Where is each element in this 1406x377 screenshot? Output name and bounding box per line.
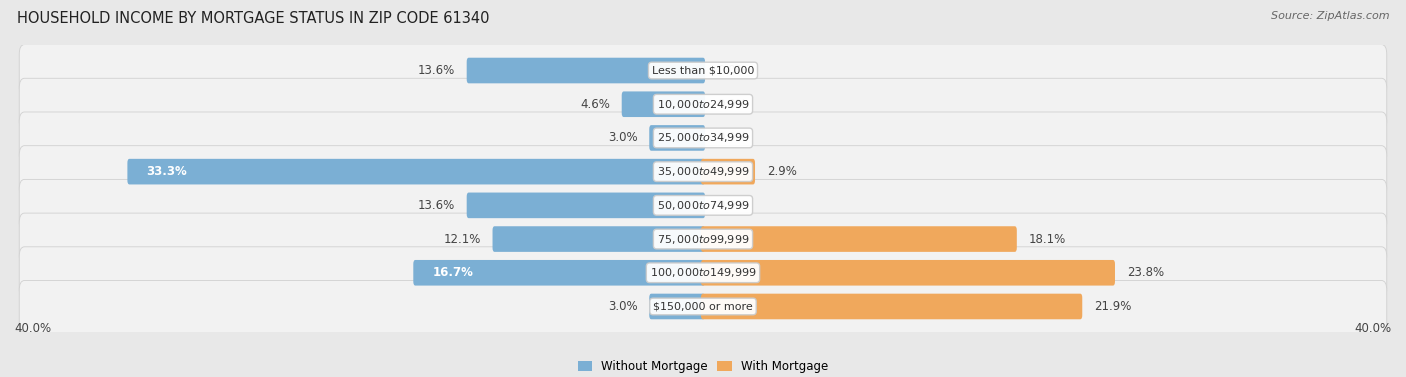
FancyBboxPatch shape <box>621 91 704 117</box>
Text: 0.0%: 0.0% <box>717 64 747 77</box>
Text: $150,000 or more: $150,000 or more <box>654 302 752 311</box>
FancyBboxPatch shape <box>702 260 1115 286</box>
Text: 18.1%: 18.1% <box>1029 233 1066 245</box>
Text: 0.0%: 0.0% <box>717 98 747 111</box>
Text: 13.6%: 13.6% <box>418 199 456 212</box>
Text: $10,000 to $24,999: $10,000 to $24,999 <box>657 98 749 111</box>
FancyBboxPatch shape <box>20 247 1386 299</box>
FancyBboxPatch shape <box>467 58 704 83</box>
Text: $25,000 to $34,999: $25,000 to $34,999 <box>657 132 749 144</box>
FancyBboxPatch shape <box>20 179 1386 231</box>
Text: $50,000 to $74,999: $50,000 to $74,999 <box>657 199 749 212</box>
Text: 3.0%: 3.0% <box>607 132 637 144</box>
FancyBboxPatch shape <box>702 294 1083 319</box>
Text: 4.6%: 4.6% <box>581 98 610 111</box>
FancyBboxPatch shape <box>650 294 704 319</box>
FancyBboxPatch shape <box>20 146 1386 198</box>
FancyBboxPatch shape <box>413 260 704 286</box>
Text: 3.0%: 3.0% <box>607 300 637 313</box>
Text: 40.0%: 40.0% <box>14 322 51 335</box>
Text: $75,000 to $99,999: $75,000 to $99,999 <box>657 233 749 245</box>
Text: 33.3%: 33.3% <box>146 165 187 178</box>
FancyBboxPatch shape <box>20 112 1386 164</box>
Text: 16.7%: 16.7% <box>433 266 474 279</box>
Text: 0.0%: 0.0% <box>717 199 747 212</box>
FancyBboxPatch shape <box>702 226 1017 252</box>
FancyBboxPatch shape <box>20 213 1386 265</box>
Text: 21.9%: 21.9% <box>1094 300 1132 313</box>
Text: 12.1%: 12.1% <box>443 233 481 245</box>
FancyBboxPatch shape <box>702 159 755 184</box>
FancyBboxPatch shape <box>20 78 1386 130</box>
Text: 40.0%: 40.0% <box>1355 322 1392 335</box>
FancyBboxPatch shape <box>492 226 704 252</box>
Legend: Without Mortgage, With Mortgage: Without Mortgage, With Mortgage <box>574 355 832 377</box>
Text: 0.0%: 0.0% <box>717 132 747 144</box>
Text: HOUSEHOLD INCOME BY MORTGAGE STATUS IN ZIP CODE 61340: HOUSEHOLD INCOME BY MORTGAGE STATUS IN Z… <box>17 11 489 26</box>
Text: $100,000 to $149,999: $100,000 to $149,999 <box>650 266 756 279</box>
Text: 13.6%: 13.6% <box>418 64 456 77</box>
FancyBboxPatch shape <box>467 193 704 218</box>
FancyBboxPatch shape <box>650 125 704 151</box>
Text: Source: ZipAtlas.com: Source: ZipAtlas.com <box>1271 11 1389 21</box>
Text: 2.9%: 2.9% <box>766 165 797 178</box>
Text: $35,000 to $49,999: $35,000 to $49,999 <box>657 165 749 178</box>
Text: 23.8%: 23.8% <box>1126 266 1164 279</box>
FancyBboxPatch shape <box>20 280 1386 333</box>
FancyBboxPatch shape <box>128 159 704 184</box>
FancyBboxPatch shape <box>20 44 1386 97</box>
Text: Less than $10,000: Less than $10,000 <box>652 66 754 75</box>
